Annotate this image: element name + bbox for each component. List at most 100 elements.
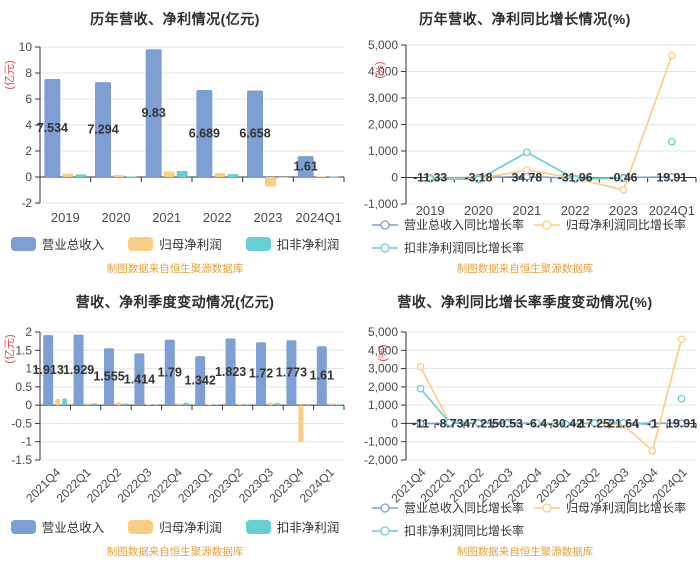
data-point[interactable] (426, 175, 435, 183)
bar[interactable] (62, 173, 74, 177)
legend-item[interactable]: 扣非净利润 (245, 517, 339, 536)
legend-item[interactable]: 归母净利润 (128, 517, 222, 536)
bar[interactable] (163, 171, 175, 177)
bar[interactable] (92, 403, 98, 406)
bar[interactable] (214, 404, 220, 406)
bar[interactable] (196, 90, 213, 177)
bar[interactable] (298, 405, 304, 443)
data-point[interactable] (571, 175, 580, 183)
data-point[interactable] (416, 419, 425, 428)
legend-item[interactable]: 归母净利润 (128, 234, 222, 253)
svg-text:-2: -2 (21, 196, 32, 210)
bar[interactable] (265, 177, 276, 187)
bar[interactable] (134, 353, 145, 406)
bar[interactable] (297, 156, 314, 177)
bar[interactable] (227, 174, 239, 177)
data-point[interactable] (667, 173, 676, 181)
data-point[interactable] (667, 137, 676, 146)
legend-label: 扣非净利润同比增长率 (404, 524, 525, 538)
legend-item[interactable]: 归母净利润同比增长率 (534, 499, 686, 516)
bar[interactable] (195, 356, 206, 406)
bar[interactable] (146, 404, 152, 406)
data-point[interactable] (474, 175, 483, 184)
data-point[interactable] (590, 419, 599, 428)
data-point[interactable] (416, 384, 425, 393)
data-point[interactable] (619, 174, 628, 183)
bar[interactable] (126, 176, 137, 178)
data-point[interactable] (619, 418, 628, 427)
bar[interactable] (286, 340, 297, 406)
bar[interactable] (62, 398, 68, 406)
data-point[interactable] (416, 362, 425, 371)
data-point[interactable] (619, 186, 628, 194)
bar[interactable] (145, 49, 162, 177)
bar[interactable] (176, 170, 188, 177)
data-point[interactable] (667, 51, 676, 60)
bar[interactable] (247, 90, 263, 177)
legend-item[interactable]: 归母净利润同比增长率 (534, 216, 686, 233)
legend-item[interactable]: 扣非净利润同比增长率 (372, 239, 524, 256)
data-point[interactable] (474, 419, 483, 428)
panel-annual-amount: 历年营收、净利情况(亿元) -2 0 2 4 6 8 10 2019 2020 2021 2022 2… (0, 0, 350, 283)
legend-item[interactable]: 营业总收入 (10, 234, 104, 253)
annual-growth-legend: 营业总收入同比增长率 归母净利润同比增长率 扣非净利润同比增长率 (372, 216, 694, 256)
data-point[interactable] (648, 420, 657, 429)
legend-item[interactable]: 扣非净利润同比增长率 (372, 522, 524, 539)
chart-title-annual-amount: 历年营收、净利情况(亿元) (90, 11, 260, 27)
bar[interactable] (75, 174, 87, 177)
bar[interactable] (95, 82, 111, 177)
bar[interactable] (315, 176, 327, 177)
data-point[interactable] (445, 418, 454, 427)
svg-text:6.658: 6.658 (239, 127, 270, 141)
bar[interactable] (73, 334, 84, 406)
bar[interactable] (328, 176, 340, 178)
data-point[interactable] (503, 419, 512, 428)
bar[interactable] (214, 173, 226, 177)
bar[interactable] (164, 339, 175, 406)
svg-text:-1.5: -1.5 (11, 453, 32, 467)
bar[interactable] (328, 403, 334, 406)
bar[interactable] (225, 338, 236, 406)
bar[interactable] (153, 404, 159, 406)
bar[interactable] (278, 177, 289, 178)
bar[interactable] (113, 175, 124, 177)
bar[interactable] (104, 348, 114, 406)
data-point[interactable] (561, 420, 570, 428)
bar[interactable] (123, 403, 128, 406)
bar[interactable] (183, 402, 189, 406)
bar[interactable] (85, 403, 91, 406)
data-point[interactable] (648, 447, 657, 455)
legend-item[interactable]: 营业总收入同比增长率 (372, 499, 524, 516)
bar[interactable] (316, 346, 327, 406)
legend-item[interactable]: 扣非净利润 (245, 234, 339, 253)
bar[interactable] (244, 404, 250, 406)
svg-text:1.61: 1.61 (310, 369, 334, 383)
svg-text:2,000: 2,000 (368, 118, 398, 132)
bar[interactable] (237, 404, 243, 406)
legend-item[interactable]: 营业总收入同比增长率 (372, 216, 524, 233)
data-point[interactable] (522, 166, 531, 174)
source-note: 制图数据来自恒生聚源数据库 (106, 546, 244, 558)
bar[interactable] (43, 335, 54, 406)
bar[interactable] (44, 79, 61, 177)
bar[interactable] (207, 404, 213, 406)
bar[interactable] (116, 402, 121, 406)
legend-line-marker-icon (372, 525, 398, 536)
bar[interactable] (268, 402, 273, 406)
bar[interactable] (335, 404, 341, 406)
legend-item[interactable]: 营业总收入 (10, 517, 104, 536)
data-point[interactable] (677, 394, 686, 403)
data-point[interactable] (677, 335, 686, 344)
bar[interactable] (55, 398, 61, 406)
legend-line-marker-icon (372, 219, 398, 230)
svg-text:1.342: 1.342 (185, 374, 216, 388)
bar[interactable] (176, 403, 182, 406)
legend-label: 扣非净利润同比增长率 (404, 241, 525, 255)
bar[interactable] (256, 342, 266, 406)
data-point[interactable] (522, 148, 531, 157)
bar[interactable] (305, 405, 311, 407)
data-point[interactable] (532, 419, 541, 427)
bar[interactable] (275, 402, 280, 406)
data-point[interactable] (677, 419, 686, 427)
svg-text:2024Q1: 2024Q1 (296, 210, 342, 225)
